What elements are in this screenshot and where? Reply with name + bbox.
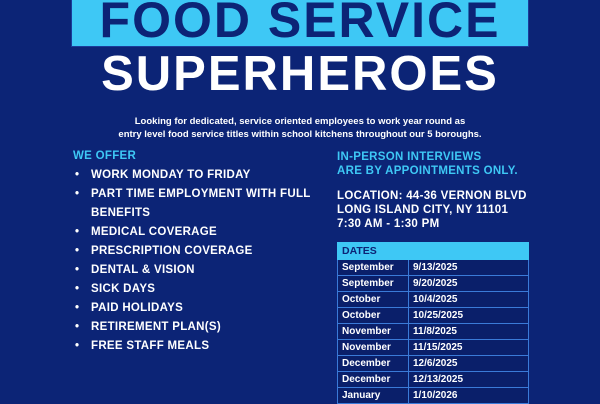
bullet-icon: • [75, 302, 80, 314]
benefit-text: PRESCRIPTION COVERAGE [91, 245, 253, 257]
bullet-icon: • [75, 340, 80, 352]
benefit-text: PART TIME EMPLOYMENT WITH FULL BENEFITS [91, 188, 311, 219]
benefit-item: • PRESCRIPTION COVERAGE [73, 242, 318, 261]
date-row: December 12/13/2025 [337, 371, 529, 388]
benefit-text: RETIREMENT PLAN(S) [91, 321, 221, 333]
date-month: November [337, 323, 409, 340]
date-date: 10/4/2025 [408, 291, 529, 308]
date-date: 12/6/2025 [408, 355, 529, 372]
we-offer-heading: WE OFFER [73, 150, 137, 162]
date-row: January 1/10/2026 [337, 387, 529, 404]
benefit-item: • RETIREMENT PLAN(S) [73, 318, 318, 337]
bullet-icon: • [75, 169, 80, 181]
date-month: December [337, 371, 409, 388]
title-banner: FOOD SERVICE [71, 0, 529, 47]
date-month: September [337, 275, 409, 292]
date-row: November 11/8/2025 [337, 323, 529, 340]
location-city: LONG ISLAND CITY, NY 11101 [337, 204, 509, 216]
location-hours: 7:30 AM - 1:30 PM [337, 218, 440, 230]
benefit-item: • PAID HOLIDAYS [73, 299, 318, 318]
date-month: September [337, 259, 409, 276]
date-row: October 10/25/2025 [337, 307, 529, 324]
title-line-1: FOOD SERVICE [99, 0, 501, 47]
bullet-icon: • [75, 321, 80, 333]
bullet-icon: • [75, 283, 80, 295]
date-row: December 12/6/2025 [337, 355, 529, 372]
date-month: October [337, 307, 409, 324]
benefit-item: • FREE STAFF MEALS [73, 337, 318, 356]
dates-header: DATES [337, 242, 529, 260]
date-date: 11/15/2025 [408, 339, 529, 356]
benefits-list: • WORK MONDAY TO FRIDAY • PART TIME EMPLOYM… [73, 166, 318, 356]
title-line-2: SUPERHEROES [101, 47, 499, 101]
benefit-item: • PART TIME EMPLOYMENT WITH FULL BENEFITS [73, 185, 318, 223]
benefit-text: PAID HOLIDAYS [91, 302, 184, 314]
benefit-item: • WORK MONDAY TO FRIDAY [73, 166, 318, 185]
date-date: 10/25/2025 [408, 307, 529, 324]
bullet-icon: • [75, 226, 80, 238]
interviews-heading: IN-PERSON INTERVIEWS [337, 151, 482, 163]
location-address: LOCATION: 44-36 VERNON BLVD [337, 190, 527, 202]
benefit-text: SICK DAYS [91, 283, 156, 295]
interviews-section: IN-PERSON INTERVIEWS ARE BY APPOINTMENTS… [337, 150, 527, 231]
date-date: 12/13/2025 [408, 371, 529, 388]
benefit-text: DENTAL & VISION [91, 264, 195, 276]
date-month: January [337, 387, 409, 404]
benefit-text: FREE STAFF MEALS [91, 340, 210, 352]
benefit-item: • SICK DAYS [73, 280, 318, 299]
location-info: LOCATION: 44-36 VERNON BLVD LONG ISLAND … [337, 189, 527, 231]
date-row: September 9/13/2025 [337, 259, 529, 276]
intro-text: Looking for dedicated, service oriented … [0, 115, 600, 141]
date-month: October [337, 291, 409, 308]
date-month: December [337, 355, 409, 372]
date-date: 1/10/2026 [408, 387, 529, 404]
bullet-icon: • [75, 264, 80, 276]
bullet-icon: • [75, 188, 80, 200]
benefit-item: • MEDICAL COVERAGE [73, 223, 318, 242]
date-month: November [337, 339, 409, 356]
date-row: November 11/15/2025 [337, 339, 529, 356]
benefit-item: • DENTAL & VISION [73, 261, 318, 280]
benefit-text: WORK MONDAY TO FRIDAY [91, 169, 251, 181]
date-date: 9/20/2025 [408, 275, 529, 292]
bullet-icon: • [75, 245, 80, 257]
date-row: October 10/4/2025 [337, 291, 529, 308]
we-offer-section: WE OFFER • WORK MONDAY TO FRIDAY • PART TIM… [73, 150, 318, 356]
intro-line: Looking for dedicated, service oriented … [134, 116, 466, 127]
dates-table: DATES September 9/13/2025 September 9/20/20… [337, 242, 529, 404]
intro-line: entry level food service titles within s… [118, 129, 482, 140]
interviews-heading: ARE BY APPOINTMENTS ONLY. [337, 165, 518, 177]
date-date: 9/13/2025 [408, 259, 529, 276]
date-date: 11/8/2025 [408, 323, 529, 340]
date-row: September 9/20/2025 [337, 275, 529, 292]
benefit-text: MEDICAL COVERAGE [91, 226, 217, 238]
